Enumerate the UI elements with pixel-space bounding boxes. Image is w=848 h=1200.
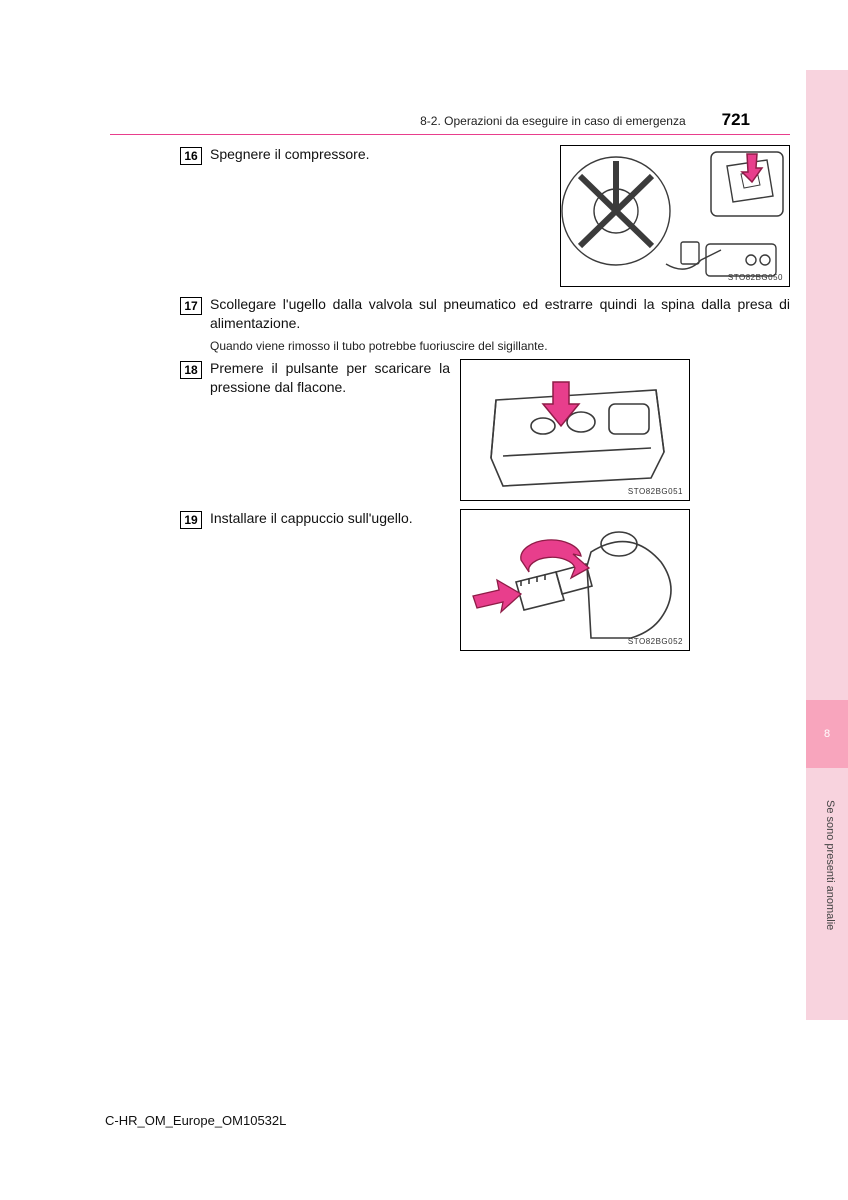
footer-text: C-HR_OM_Europe_OM10532L — [105, 1113, 286, 1128]
step-text: Installare il cappuccio sull'ugello. — [210, 509, 450, 528]
figure-id: STO82BG051 — [628, 487, 683, 496]
step-16: 16 Spegnere il compressore. — [180, 145, 790, 287]
chapter-tab-number: 8 — [824, 728, 830, 740]
step-text: Premere il pulsante per scaricare la pre… — [210, 359, 450, 397]
step-note: Quando viene rimosso il tubo potrebbe fu… — [210, 339, 790, 353]
figure-install-cap: STO82BG052 — [460, 509, 690, 651]
step-text: Spegnere il compressore. — [210, 145, 550, 164]
step-text: Scollegare l'ugello dalla valvola sul pn… — [210, 295, 790, 333]
step-number: 17 — [184, 299, 197, 313]
step-19: 19 Installare il cappuccio sull'ugello. — [180, 509, 790, 651]
step-number-box: 17 — [180, 297, 202, 315]
chapter-tab: 8 — [806, 700, 848, 768]
page-header: 8-2. Operazioni da eseguire in caso di e… — [110, 110, 790, 130]
figure-id: STO82BG050 — [728, 273, 783, 282]
step-number: 18 — [184, 363, 197, 377]
step-18: 18 Premere il pulsante per scaricare la … — [180, 359, 790, 501]
step-number: 16 — [184, 149, 197, 163]
header-rule — [110, 134, 790, 135]
page-number: 721 — [722, 110, 750, 130]
page-content: 8-2. Operazioni da eseguire in caso di e… — [110, 110, 790, 657]
step-number-box: 19 — [180, 511, 202, 529]
step-number-box: 16 — [180, 147, 202, 165]
sidebar-vertical-text: Se sono presenti anomalie — [824, 800, 836, 930]
install-cap-icon — [461, 510, 691, 652]
step-17: 17 Scollegare l'ugello dalla valvola sul… — [180, 295, 790, 353]
figure-id: STO82BG052 — [628, 637, 683, 646]
figure-compressor-off: STO82BG050 — [560, 145, 790, 287]
press-button-icon — [461, 360, 691, 502]
step-number-box: 18 — [180, 361, 202, 379]
step-number: 19 — [184, 513, 197, 527]
compressor-off-icon — [561, 146, 791, 288]
steps-list: 16 Spegnere il compressore. — [180, 145, 790, 651]
figure-press-button: STO82BG051 — [460, 359, 690, 501]
section-label: 8-2. Operazioni da eseguire in caso di e… — [420, 114, 686, 128]
